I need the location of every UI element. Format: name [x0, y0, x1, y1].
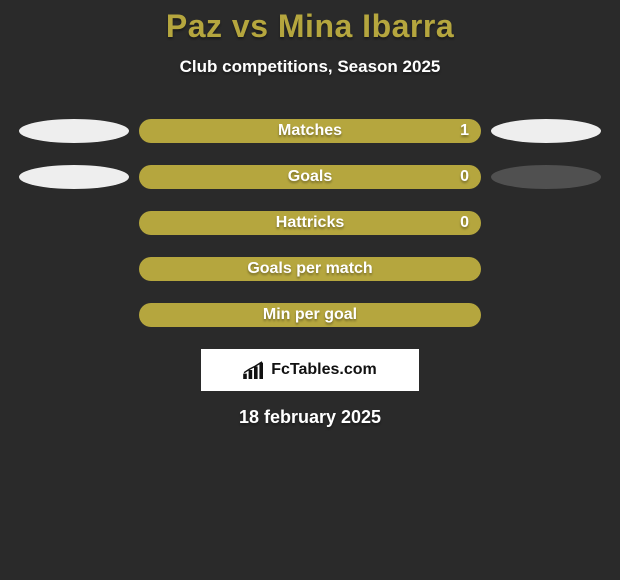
stat-bar: Goals 0	[139, 165, 481, 189]
stats-rows: Matches 1 Goals 0 Hattricks 0 Goals per match M…	[0, 119, 620, 327]
stat-label: Goals	[288, 168, 332, 186]
left-ellipse	[19, 119, 129, 143]
subtitle: Club competitions, Season 2025	[0, 57, 620, 77]
stat-label: Goals per match	[247, 260, 372, 278]
page-title: Paz vs Mina Ibarra	[0, 8, 620, 45]
stat-row: Min per goal	[0, 303, 620, 327]
right-ellipse	[491, 119, 601, 143]
content-wrapper: Paz vs Mina Ibarra Club competitions, Se…	[0, 0, 620, 428]
logo-text: FcTables.com	[271, 361, 377, 379]
stat-bar: Matches 1	[139, 119, 481, 143]
stat-row: Hattricks 0	[0, 211, 620, 235]
stat-bar: Goals per match	[139, 257, 481, 281]
stat-row: Goals 0	[0, 165, 620, 189]
stat-row: Goals per match	[0, 257, 620, 281]
stat-label: Matches	[278, 122, 342, 140]
left-ellipse	[19, 165, 129, 189]
stat-value: 0	[460, 214, 469, 232]
right-ellipse	[491, 165, 601, 189]
date-label: 18 february 2025	[0, 407, 620, 428]
stat-bar: Hattricks 0	[139, 211, 481, 235]
logo-box: FcTables.com	[201, 349, 419, 391]
stat-bar: Min per goal	[139, 303, 481, 327]
stat-label: Min per goal	[263, 306, 357, 324]
stat-value: 1	[460, 122, 469, 140]
stat-value: 0	[460, 168, 469, 186]
stat-row: Matches 1	[0, 119, 620, 143]
stat-label: Hattricks	[276, 214, 344, 232]
bar-chart-icon	[243, 361, 265, 379]
